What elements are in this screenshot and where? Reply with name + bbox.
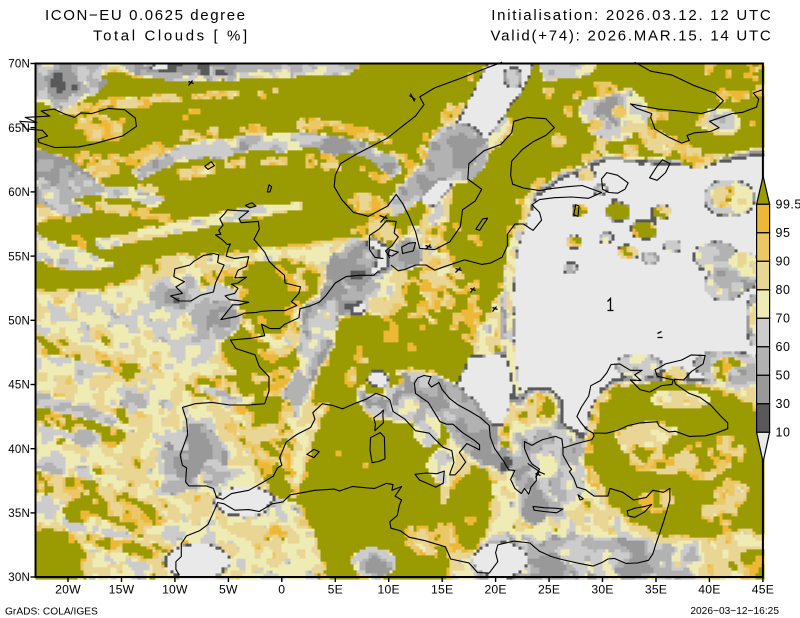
- svg-text:5E: 5E: [328, 583, 343, 597]
- svg-text:35E: 35E: [645, 583, 667, 597]
- svg-text:Valid(+74): 2026.MAR.15. 14 UT: Valid(+74): 2026.MAR.15. 14 UTC: [491, 28, 773, 45]
- svg-text:10W: 10W: [162, 583, 188, 597]
- svg-text:15W: 15W: [109, 583, 135, 597]
- svg-text:60N: 60N: [8, 187, 30, 199]
- svg-text:45N: 45N: [8, 380, 30, 392]
- svg-text:55N: 55N: [8, 251, 30, 263]
- svg-text:45E: 45E: [752, 583, 774, 597]
- svg-text:50N: 50N: [8, 316, 30, 328]
- svg-text:35N: 35N: [8, 508, 30, 520]
- svg-text:15E: 15E: [431, 583, 453, 597]
- svg-text:2026−03−12−16:25: 2026−03−12−16:25: [690, 606, 779, 617]
- svg-text:30E: 30E: [591, 583, 613, 597]
- svg-text:60: 60: [776, 340, 791, 354]
- svg-text:5W: 5W: [219, 583, 238, 597]
- svg-text:40N: 40N: [8, 444, 30, 456]
- svg-text:25E: 25E: [538, 583, 560, 597]
- svg-text:20W: 20W: [55, 583, 81, 597]
- svg-text:95: 95: [776, 226, 791, 240]
- svg-text:30: 30: [776, 397, 791, 411]
- svg-text:50: 50: [776, 369, 791, 383]
- svg-text:30N: 30N: [8, 572, 30, 584]
- svg-text:GrADS: COLA/IGES: GrADS: COLA/IGES: [5, 607, 98, 618]
- svg-text:70N: 70N: [8, 59, 30, 71]
- svg-text:10: 10: [776, 426, 791, 440]
- svg-text:70: 70: [776, 312, 791, 326]
- svg-text:40E: 40E: [698, 583, 720, 597]
- svg-text:99.5: 99.5: [776, 198, 800, 212]
- svg-text:80: 80: [776, 283, 791, 297]
- svg-text:10E: 10E: [378, 583, 400, 597]
- svg-text:90: 90: [776, 255, 791, 269]
- svg-text:0: 0: [278, 583, 285, 597]
- svg-text:ICON−EU 0.0625 degree: ICON−EU 0.0625 degree: [45, 7, 247, 24]
- svg-text:Total Clouds [ %]: Total Clouds [ %]: [93, 28, 250, 45]
- svg-text:65N: 65N: [8, 123, 30, 135]
- svg-text:Initialisation: 2026.03.12. 12: Initialisation: 2026.03.12. 12 UTC: [491, 7, 772, 24]
- svg-text:20E: 20E: [484, 583, 506, 597]
